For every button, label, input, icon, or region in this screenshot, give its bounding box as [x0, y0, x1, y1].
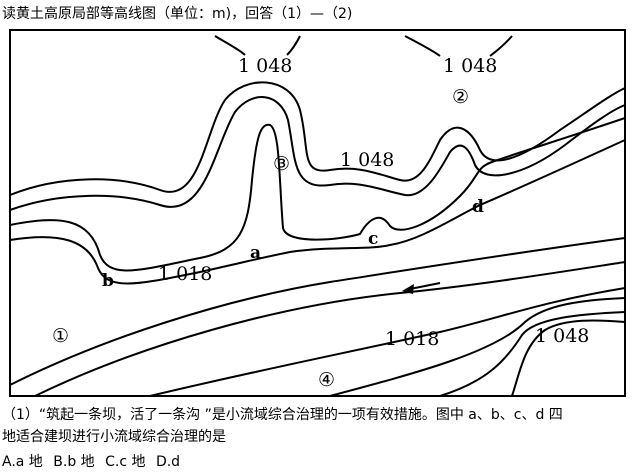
- contour-line: [511, 319, 626, 397]
- contour-line: [329, 297, 626, 397]
- point-c: c: [368, 229, 378, 249]
- contour-line: [489, 35, 513, 57]
- region-1: ①: [52, 325, 69, 347]
- map-frame: [9, 29, 626, 397]
- question-text: （1）“筑起一条坝，活了一条沟 ”是小流域综合治理的一项有效措施。图中 a、b、…: [2, 407, 563, 423]
- contour-line: [149, 287, 626, 397]
- contour-line: [439, 311, 626, 397]
- contour-map: 1 048 1 048 1 048 1 048 1 018 1 018 a b …: [9, 29, 626, 397]
- region-2: ②: [452, 86, 469, 108]
- contour-line: [214, 35, 246, 56]
- point-b: b: [102, 271, 114, 291]
- page-title: 读黄土高原局部等高线图（单位：m)，回答（1）—（2): [2, 6, 353, 22]
- contour-line: [9, 237, 626, 386]
- option-b[interactable]: B.b 地: [53, 454, 95, 470]
- contour-label: 1 048: [238, 55, 292, 77]
- contour-label: 1 018: [385, 328, 439, 350]
- contour-line: [9, 96, 626, 211]
- arrow-head: [402, 284, 414, 294]
- contour-line: [286, 35, 301, 56]
- answer-options: A.a 地 B.b 地 C.c 地 D.d: [2, 451, 186, 471]
- question-text-cont: 地适合建坝进行小流域综合治理的是: [2, 429, 226, 445]
- contour-line: [404, 35, 441, 57]
- contour-line: [9, 139, 626, 285]
- contour-label: 1 018: [158, 263, 212, 285]
- region-4: ④: [318, 369, 335, 391]
- contour-line: [9, 117, 626, 272]
- option-d[interactable]: D.d: [155, 454, 181, 470]
- point-d: d: [472, 197, 484, 217]
- contour-line: [34, 261, 626, 397]
- contour-label: 1 048: [340, 149, 394, 171]
- contour-line: [9, 81, 626, 196]
- contour-label: 1 048: [443, 55, 497, 77]
- option-a[interactable]: A.a 地: [2, 454, 43, 470]
- point-a: a: [250, 243, 261, 263]
- region-3: ③: [273, 153, 290, 175]
- contour-label: 1 048: [535, 325, 589, 347]
- option-c[interactable]: C.c 地: [105, 454, 146, 470]
